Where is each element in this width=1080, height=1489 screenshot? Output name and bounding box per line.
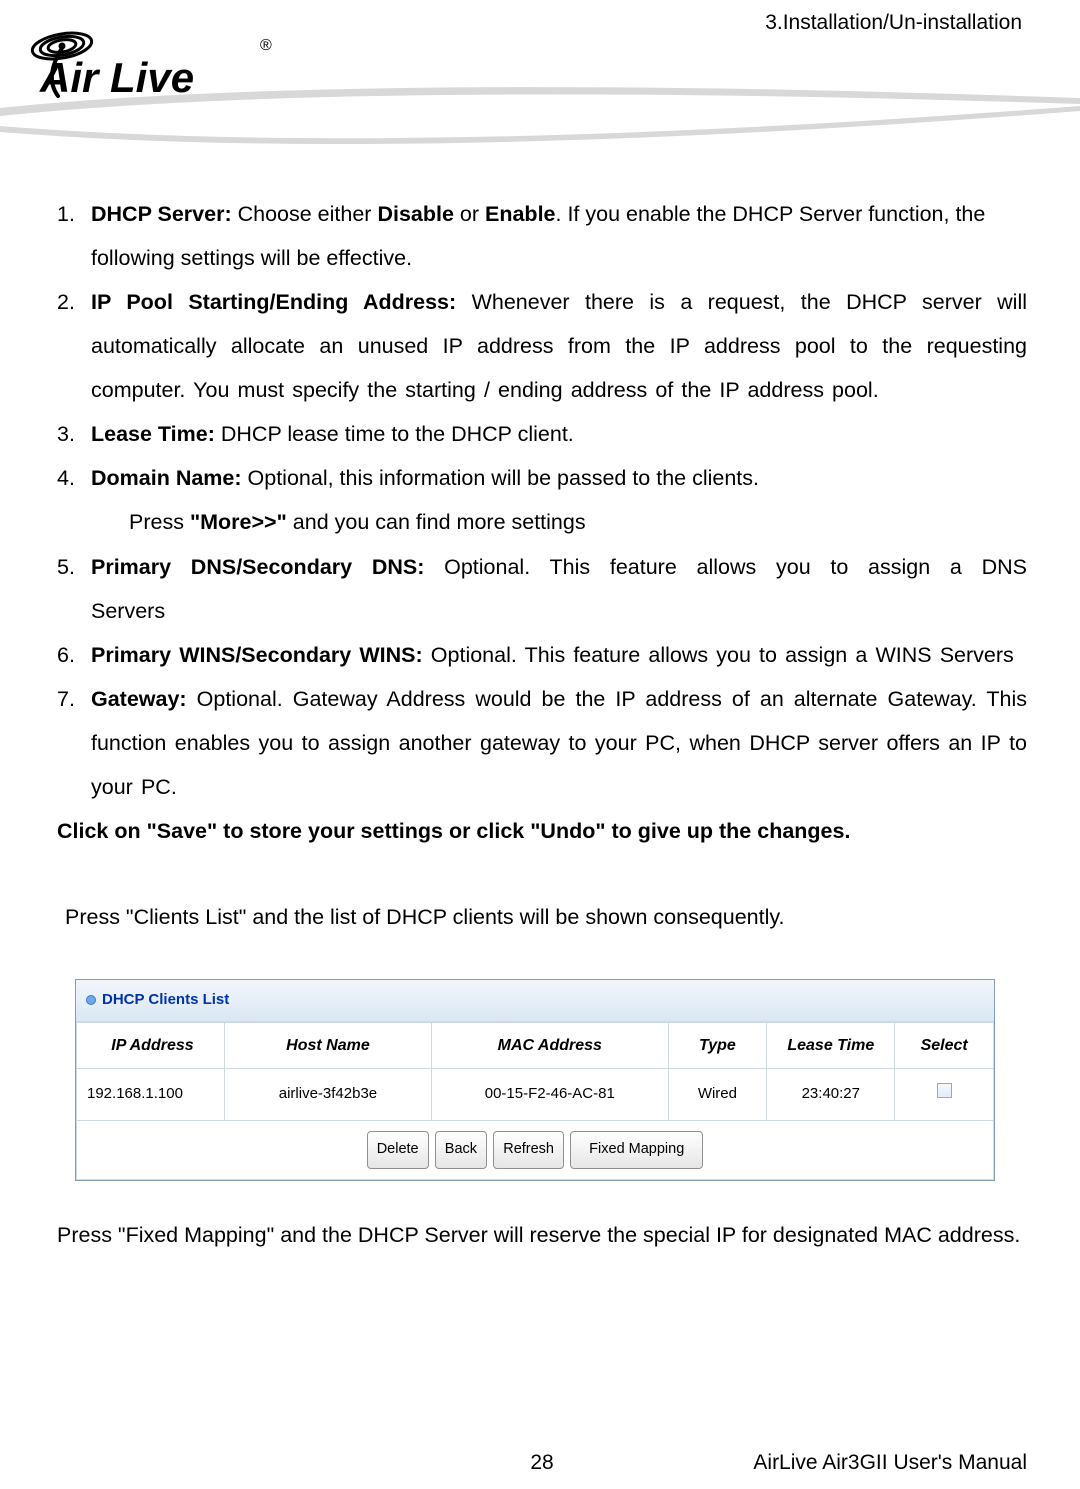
item-lead: Gateway: <box>91 687 187 711</box>
item-number: 6. <box>57 633 75 677</box>
item-number: 3. <box>57 412 75 456</box>
table-header-row: IP Address Host Name MAC Address Type Le… <box>77 1022 994 1069</box>
sub-bold: "More>>" <box>190 510 287 534</box>
cell-type: Wired <box>668 1069 767 1121</box>
list-item-2: 2. IP Pool Starting/Ending Address: When… <box>57 280 1027 412</box>
dhcp-clients-panel: DHCP Clients List IP Address Host Name M… <box>75 979 995 1181</box>
cell-ip: 192.168.1.100 <box>77 1069 225 1121</box>
manual-title: AirLive Air3GII User's Manual <box>753 1451 1027 1475</box>
item-text: Optional, this information will be passe… <box>242 466 759 490</box>
item-lead: IP Pool Starting/Ending Address: <box>91 290 456 314</box>
item-text: Optional. This feature allows you to ass… <box>423 643 1014 667</box>
list-item-1: 1. DHCP Server: Choose either Disable or… <box>57 192 1027 280</box>
fixed-mapping-button[interactable]: Fixed Mapping <box>570 1131 703 1169</box>
item-text: Optional. Gateway Address would be the I… <box>91 687 1027 799</box>
item-lead: Lease Time: <box>91 422 215 446</box>
col-type-header: Type <box>668 1022 767 1069</box>
page-footer: 28 AirLive Air3GII User's Manual <box>57 1451 1027 1475</box>
dhcp-clients-titlebar: DHCP Clients List <box>76 980 994 1022</box>
item-lead: Domain Name: <box>91 466 242 490</box>
list-item-4: 4. Domain Name: Optional, this informati… <box>57 456 1027 544</box>
list-item-7: 7. Gateway: Optional. Gateway Address wo… <box>57 677 1027 809</box>
clients-list-instruction: Press "Clients List" and the list of DHC… <box>57 895 1027 939</box>
sub-pre: Press <box>129 510 190 534</box>
cell-lease: 23:40:27 <box>767 1069 895 1121</box>
item-text: Choose either <box>232 202 378 226</box>
item-number: 5. <box>57 545 75 589</box>
cell-mac: 00-15-F2-46-AC-81 <box>431 1069 668 1121</box>
item-lead: Primary DNS/Secondary DNS: <box>91 555 424 579</box>
page-number: 28 <box>530 1451 553 1475</box>
back-button[interactable]: Back <box>435 1131 487 1169</box>
col-select-header: Select <box>895 1022 994 1069</box>
col-lease-header: Lease Time <box>767 1022 895 1069</box>
delete-button[interactable]: Delete <box>367 1131 429 1169</box>
list-item-3: 3. Lease Time: DHCP lease time to the DH… <box>57 412 1027 456</box>
dhcp-clients-title-text: DHCP Clients List <box>102 985 229 1016</box>
item-number: 4. <box>57 456 75 500</box>
content-body: 1. DHCP Server: Choose either Disable or… <box>57 192 1027 1257</box>
item-bold-b: Disable <box>377 202 453 226</box>
cell-select[interactable] <box>895 1069 994 1121</box>
item-text: DHCP lease time to the DHCP client. <box>215 422 574 446</box>
item-number: 2. <box>57 280 75 324</box>
table-button-row: Delete Back Refresh Fixed Mapping <box>77 1121 994 1180</box>
airlive-logo-svg: Air Live ® <box>24 22 278 100</box>
item-lead: DHCP Server: <box>91 202 232 226</box>
fixed-mapping-instruction: Press "Fixed Mapping" and the DHCP Serve… <box>57 1213 1027 1257</box>
svg-text:Air Live: Air Live <box>39 54 194 100</box>
item-number: 1. <box>57 192 75 236</box>
col-ip-header: IP Address <box>77 1022 225 1069</box>
dhcp-clients-table: IP Address Host Name MAC Address Type Le… <box>76 1022 994 1180</box>
item-4-subline: Press "More>>" and you can find more set… <box>91 500 1027 544</box>
instruction-list: 1. DHCP Server: Choose either Disable or… <box>57 192 1027 809</box>
cell-host: airlive-3f42b3e <box>224 1069 431 1121</box>
titlebar-dot-icon <box>86 995 96 1005</box>
section-header: 3.Installation/Un-installation <box>765 11 1022 35</box>
airlive-logo: Air Live ® <box>24 22 278 105</box>
save-instruction: Click on "Save" to store your settings o… <box>57 809 1027 853</box>
item-bold-c: Enable <box>485 202 556 226</box>
list-item-6: 6. Primary WINS/Secondary WINS: Optional… <box>57 633 1027 677</box>
sub-post: and you can find more settings <box>287 510 586 534</box>
list-item-5: 5. Primary DNS/Secondary DNS: Optional. … <box>57 545 1027 633</box>
item-lead: Primary WINS/Secondary WINS: <box>91 643 423 667</box>
col-host-header: Host Name <box>224 1022 431 1069</box>
table-row: 192.168.1.100 airlive-3f42b3e 00-15-F2-4… <box>77 1069 994 1121</box>
col-mac-header: MAC Address <box>431 1022 668 1069</box>
item-number: 7. <box>57 677 75 721</box>
save-instruction-text: Click on "Save" to store your settings o… <box>57 819 850 843</box>
select-checkbox[interactable] <box>937 1083 952 1098</box>
refresh-button[interactable]: Refresh <box>493 1131 564 1169</box>
item-text: or <box>454 202 485 226</box>
svg-text:®: ® <box>260 37 272 54</box>
